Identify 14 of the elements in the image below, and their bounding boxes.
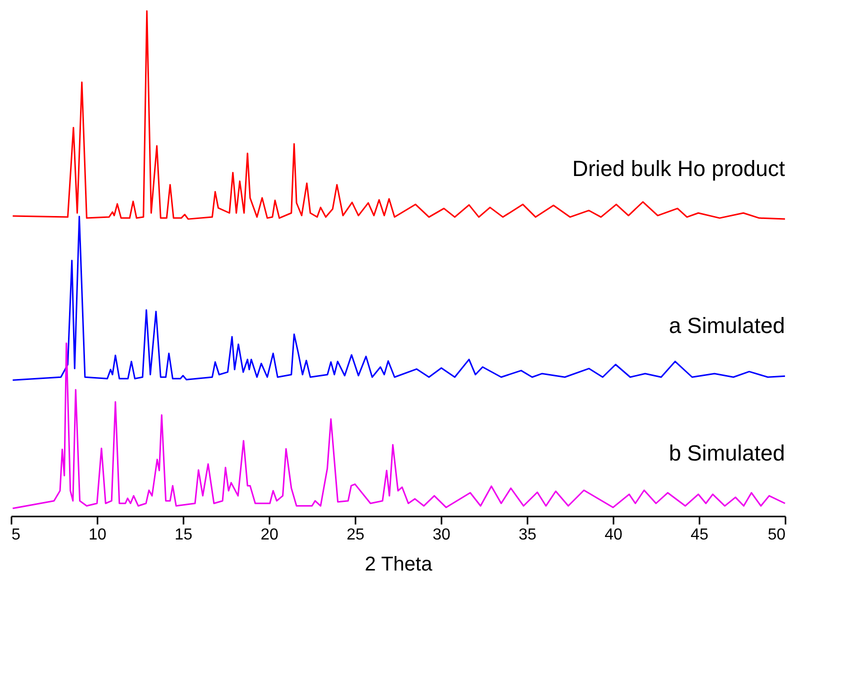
- series-label: Dried bulk Ho product: [572, 156, 785, 182]
- x-tick-label: 50: [768, 526, 786, 544]
- x-tick-label: 25: [346, 526, 364, 544]
- x-tick-label: 5: [12, 526, 20, 544]
- x-tick-label: 40: [604, 526, 622, 544]
- x-tick-label: 10: [88, 526, 106, 544]
- x-tick-label: 30: [432, 526, 450, 544]
- x-tick-label: 45: [690, 526, 708, 544]
- x-axis-title: 2 Theta: [364, 554, 434, 576]
- x-tick-label: 35: [518, 526, 536, 544]
- series-label: a Simulated: [668, 313, 785, 338]
- series-label: b Simulated: [668, 440, 785, 466]
- x-tick-label: 15: [174, 526, 192, 544]
- x-tick-label: 20: [260, 526, 278, 544]
